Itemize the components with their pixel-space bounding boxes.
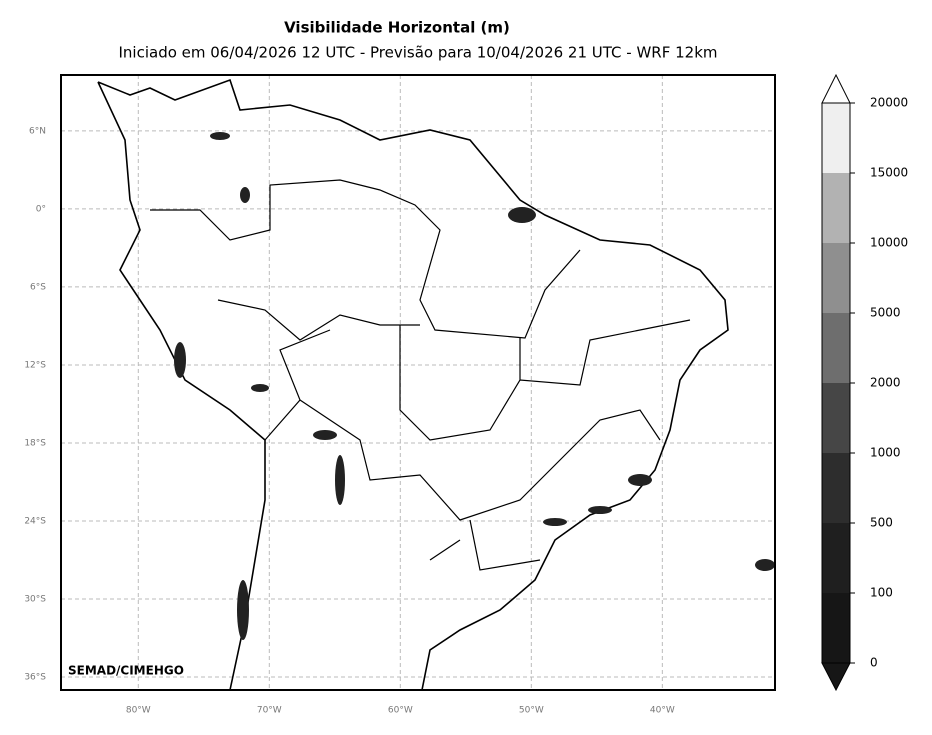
lat-tick-label: 0° [36,204,46,214]
credit: SEMAD/CIMEHGO [68,664,184,678]
colorbar-segment [822,523,850,593]
borders [150,179,691,571]
lon-tick-label: 50°W [519,706,544,716]
low-visibility-patches [174,132,775,640]
colorbar-label: 100 [870,586,893,600]
colorbar-label: 500 [870,516,893,530]
colorbar-extend-low [821,662,851,692]
colorbar-label: 0 [870,656,878,670]
colorbar-label: 20000 [870,96,908,110]
colorbar-label: 15000 [870,166,908,180]
colorbar-segment [822,593,850,663]
lat-tick-label: 36°S [24,672,46,682]
colorbar-label: 2000 [870,376,901,390]
colorbar-segment [822,173,850,243]
lat-tick-label: 18°S [24,438,46,448]
colorbar-segment [822,243,850,313]
lon-tick-label: 60°W [388,706,413,716]
colorbar-segment [822,453,850,523]
lat-tick-label: 6°N [29,126,46,136]
colorbar-label: 1000 [870,446,901,460]
colorbar-label: 5000 [870,306,901,320]
map-frame [60,74,776,691]
colorbar-extend-high [821,73,851,104]
colorbar-segment [822,313,850,383]
coastline [97,78,729,691]
colorbar-segment [822,383,850,453]
lon-tick-label: 40°W [650,706,675,716]
lat-tick-label: 30°S [24,594,46,604]
lat-tick-label: 6°S [30,282,46,292]
subtitle: Iniciado em 06/04/2026 12 UTC - Previsão… [118,44,717,62]
colorbar-label: 10000 [870,236,908,250]
lon-tick-label: 80°W [126,706,151,716]
lat-tick-label: 24°S [24,516,46,526]
title: Visibilidade Horizontal (m) [284,19,510,37]
colorbar-segment [822,103,850,173]
lat-tick-label: 12°S [24,360,46,370]
lon-tick-label: 70°W [257,706,282,716]
